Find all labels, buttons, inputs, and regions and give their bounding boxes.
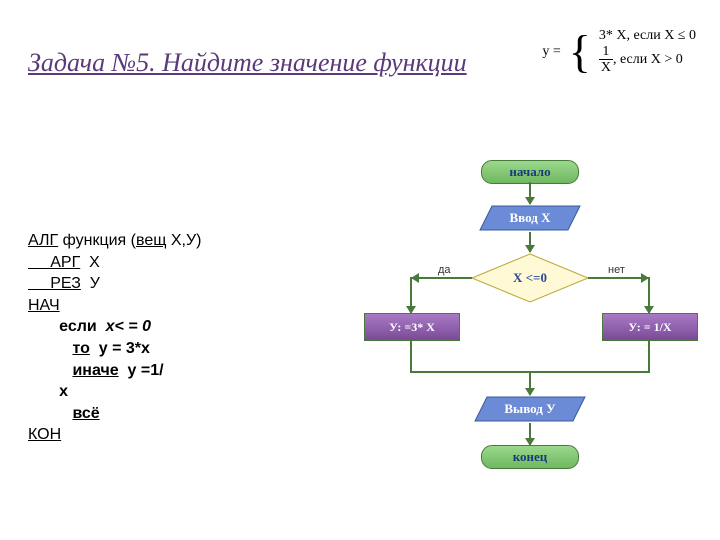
svg-text:Вывод У: Вывод У	[504, 401, 556, 416]
piecewise-formula: у = { 3* Х, если Х ≤ 0 1Х, если Х > 0	[538, 28, 700, 76]
svg-text:Х <=0: Х <=0	[513, 270, 547, 285]
page-title: Задача №5. Найдите значение функции	[28, 48, 467, 78]
node-decision: Х <=0	[470, 252, 590, 309]
brace-icon: {	[569, 26, 591, 77]
node-end: конец	[481, 445, 579, 469]
flowchart: начало Ввод Х Х <=0 да нет У: =3* Х У: =…	[350, 160, 710, 530]
algorithm-text: АЛГ функция (вещ Х,У) АРГ Х РЕЗ У НАЧ ес…	[28, 230, 201, 446]
formula-row2: 1Х, если Х > 0	[599, 44, 696, 76]
label-yes: да	[438, 264, 451, 276]
node-start: начало	[481, 160, 579, 184]
title-text: Задача №5. Найдите значение функции	[28, 48, 467, 77]
slide: Задача №5. Найдите значение функции у = …	[0, 0, 720, 540]
svg-text:Ввод Х: Ввод Х	[510, 210, 552, 225]
label-no: нет	[608, 264, 625, 276]
node-left: У: =3* Х	[364, 313, 460, 341]
formula-row1: 3* Х, если Х ≤ 0	[599, 28, 696, 44]
node-right: У: = 1/Х	[602, 313, 698, 341]
formula-prefix: у =	[538, 28, 564, 76]
